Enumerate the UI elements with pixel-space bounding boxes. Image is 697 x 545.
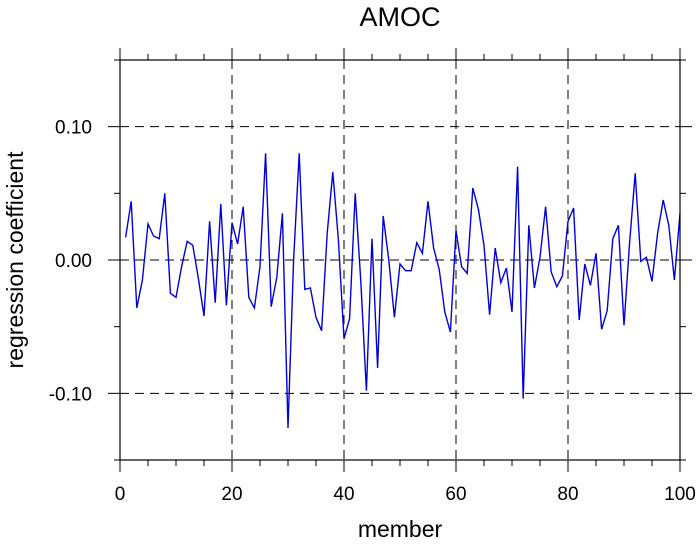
y-axis-label: regression coefficient — [2, 151, 28, 369]
x-tick-label: 60 — [445, 484, 466, 505]
y-tick-label: 0.10 — [55, 118, 92, 139]
x-tick-label: 80 — [557, 484, 578, 505]
y-tick-labels: -0.10 0.00 0.10 — [49, 118, 92, 406]
y-tick-label: -0.10 — [49, 384, 92, 405]
series-line — [124, 153, 681, 429]
x-tick-labels: 0 20 40 60 80 100 — [115, 484, 696, 505]
chart-title: AMOC — [360, 2, 441, 32]
grid-lines — [120, 60, 680, 460]
axis-ticks — [108, 48, 692, 472]
y-tick-label: 0.00 — [55, 251, 92, 272]
x-tick-label: 0 — [115, 484, 126, 505]
plot-area — [124, 153, 681, 429]
x-tick-label: 100 — [664, 484, 696, 505]
x-tick-label: 20 — [221, 484, 242, 505]
x-axis-label: member — [358, 516, 443, 542]
x-tick-label: 40 — [333, 484, 354, 505]
